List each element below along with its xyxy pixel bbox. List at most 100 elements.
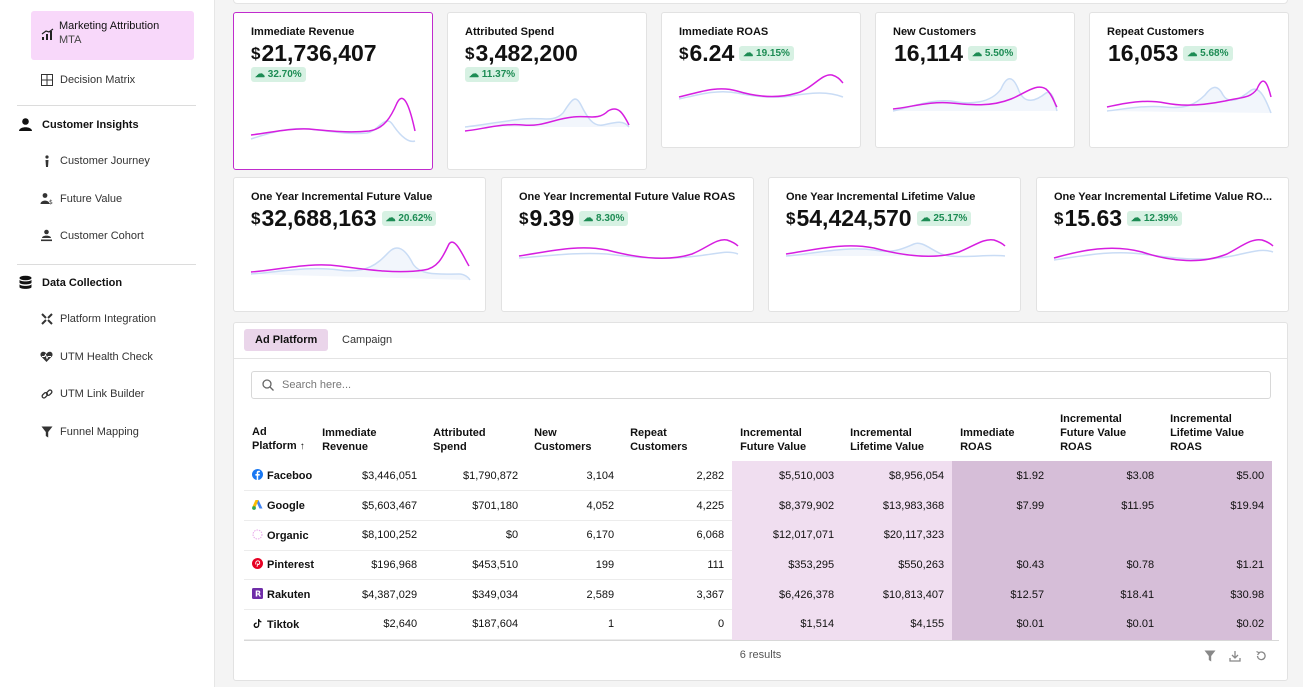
sidebar-item-decision-matrix[interactable]: Decision Matrix [40, 73, 135, 86]
divider [17, 264, 196, 265]
reset-icon[interactable] [1254, 649, 1267, 662]
kpi-number: 16,114 [894, 40, 964, 66]
platform-cell[interactable]: Pinterest [244, 550, 315, 581]
table-row[interactable]: Faceboo $3,446,051 $1,790,872 3,104 2,282 $5,… [244, 461, 1273, 492]
kpi-card-immediate-revenue[interactable]: Immediate Revenue $21,736,407 ☁ 32.70% [233, 12, 433, 170]
column-header[interactable]: Immediate ROAS [960, 427, 1015, 453]
sidebar-group-customer-insights[interactable]: Customer Insights [17, 116, 139, 133]
table-cell: $0 [425, 520, 527, 551]
column-header[interactable]: New Customers [534, 427, 592, 453]
change-badge: ☁ 11.37% [465, 67, 520, 82]
sidebar-item-customer-journey[interactable]: Customer Journey [40, 154, 150, 167]
change-value: 8.30% [596, 213, 625, 224]
divider [17, 105, 196, 106]
sparkline-secondary [1106, 86, 1272, 114]
currency-symbol: $ [519, 209, 529, 228]
sparkline-primary [892, 86, 1058, 110]
cloud-up-icon: ☁ [583, 213, 594, 224]
sparkline-primary [250, 97, 416, 136]
table-cell: $5,510,003 [732, 461, 843, 492]
kpi-card-new-customers[interactable]: New Customers 16,114 ☁ 5.50% [875, 12, 1075, 148]
kpi-title: Repeat Customers [1107, 26, 1205, 38]
sidebar-item-platform-integration[interactable]: Platform Integration [40, 312, 156, 325]
table-cell: $8,100,252 [314, 520, 426, 551]
column-header[interactable]: Incremental Lifetime Value [850, 427, 925, 453]
grid-icon [40, 73, 53, 86]
kpi-number: 6.24 [689, 40, 735, 66]
column-header[interactable]: Repeat Customers [630, 427, 688, 453]
kpi-title: One Year Incremental Lifetime Value RO..… [1054, 191, 1273, 203]
change-badge: ☁ 32.70% [251, 67, 306, 82]
change-badge: ☁ 5.50% [968, 46, 1018, 61]
sidebar-item-label: Customer Cohort [60, 229, 144, 242]
table-row[interactable]: Google $5,603,467 $701,180 4,052 4,225 $8,379… [244, 490, 1273, 521]
platform-cell[interactable]: Google [244, 490, 315, 521]
table-row[interactable]: Tiktok $2,640 $187,604 1 0 $1,514 $4,155 $0.01 $… [244, 609, 1273, 640]
sort-ascending-icon[interactable]: ↑ [299, 441, 305, 452]
person-walk-icon [40, 154, 53, 167]
sidebar-item-label: Platform Integration [60, 312, 156, 325]
kpi-card-future-value-roas[interactable]: One Year Incremental Future Value ROAS $… [501, 177, 754, 312]
column-header-ad-platform[interactable]: Ad Platform ↑ [252, 426, 305, 452]
column-header[interactable]: Incremental Lifetime Value ROAS [1170, 413, 1245, 453]
column-header[interactable]: Incremental Future Value [740, 427, 807, 453]
cloud-up-icon: ☁ [743, 48, 754, 59]
kpi-card-repeat-customers[interactable]: Repeat Customers 16,053 ☁ 5.68% [1089, 12, 1289, 148]
column-header[interactable]: Attributed Spend [433, 427, 486, 453]
sidebar-item-funnel-mapping[interactable]: Funnel Mapping [40, 425, 139, 438]
table-header-row: Ad Platform ↑ Immediate Revenue Attribut… [244, 407, 1272, 461]
currency-symbol: $ [679, 44, 689, 63]
kpi-value: 16,053 ☁ 5.68% [1107, 40, 1233, 67]
column-header[interactable]: Immediate Revenue [322, 427, 377, 453]
kpi-card-attributed-spend[interactable]: Attributed Spend $3,482,200 ☁ 11.37% [447, 12, 647, 170]
kpi-title: One Year Incremental Future Value ROAS [519, 191, 736, 203]
kpi-card-lifetime-value[interactable]: One Year Incremental Lifetime Value $54,… [768, 177, 1021, 312]
table-cell: 199 [526, 550, 623, 581]
kpi-value: $3,482,200 [465, 40, 578, 67]
sidebar-item-label: Funnel Mapping [60, 425, 139, 438]
download-icon[interactable] [1228, 649, 1241, 662]
sidebar-item-marketing-attribution[interactable]: Marketing Attribution MTA [31, 11, 194, 60]
database-icon [17, 274, 34, 291]
google-ads-icon [252, 500, 267, 512]
column-header[interactable]: Incremental Future Value ROAS [1060, 413, 1127, 453]
sidebar-item-utm-link-builder[interactable]: UTM Link Builder [40, 387, 144, 400]
table-cell: 2,282 [622, 461, 733, 492]
currency-symbol: $ [251, 44, 261, 63]
tab-campaign[interactable]: Campaign [342, 334, 393, 346]
integration-icon [40, 312, 53, 325]
sparkline-chart [250, 241, 471, 281]
kpi-title: Attributed Spend [465, 26, 555, 38]
divider [244, 640, 1279, 641]
table-row[interactable]: Organic $8,100,252 $0 6,170 6,068 $12,017,071… [244, 520, 1273, 551]
table-cell [1052, 520, 1163, 551]
change-value: 5.50% [984, 48, 1014, 59]
kpi-card-future-value[interactable]: One Year Incremental Future Value $32,68… [233, 177, 486, 312]
filter-icon[interactable] [1203, 649, 1216, 662]
change-value: 12.39% [1143, 213, 1178, 224]
sidebar-item-customer-cohort[interactable]: Customer Cohort [40, 229, 144, 242]
sidebar-item-utm-health-check[interactable]: UTM Health Check [40, 350, 153, 363]
sparkline-primary [1106, 80, 1272, 108]
table-cell: $1.92 [952, 461, 1053, 492]
platform-cell[interactable]: Organic [244, 520, 315, 551]
search-input[interactable] [282, 377, 1182, 393]
cloud-up-icon: ☁ [385, 213, 396, 224]
table-row[interactable]: R Rakuten $4,387,029 $349,034 2,589 3,367 $6,4… [244, 579, 1273, 610]
heart-pulse-icon [40, 350, 53, 363]
platform-cell[interactable]: Tiktok [244, 609, 315, 640]
link-icon [40, 387, 53, 400]
sidebar-item-future-value[interactable]: $ Future Value [40, 192, 122, 205]
tab-ad-platform[interactable]: Ad Platform [244, 329, 329, 351]
sparkline-chart [785, 238, 1006, 258]
table-cell: $30.98 [1162, 579, 1273, 610]
sidebar-group-data-collection[interactable]: Data Collection [17, 274, 122, 291]
kpi-card-lifetime-value-roas[interactable]: One Year Incremental Lifetime Value RO..… [1036, 177, 1289, 312]
kpi-card-immediate-roas[interactable]: Immediate ROAS $6.24 ☁ 19.15% [661, 12, 861, 148]
cloud-up-icon: ☁ [255, 69, 265, 80]
platform-cell[interactable]: Faceboo [244, 461, 315, 492]
platform-cell[interactable]: R Rakuten [244, 579, 315, 610]
sparkline-secondary [892, 78, 1058, 112]
table-row[interactable]: Pinterest $196,968 $453,510 199 111 $353,295 $… [244, 550, 1273, 581]
kpi-number: 16,053 [1108, 40, 1179, 66]
